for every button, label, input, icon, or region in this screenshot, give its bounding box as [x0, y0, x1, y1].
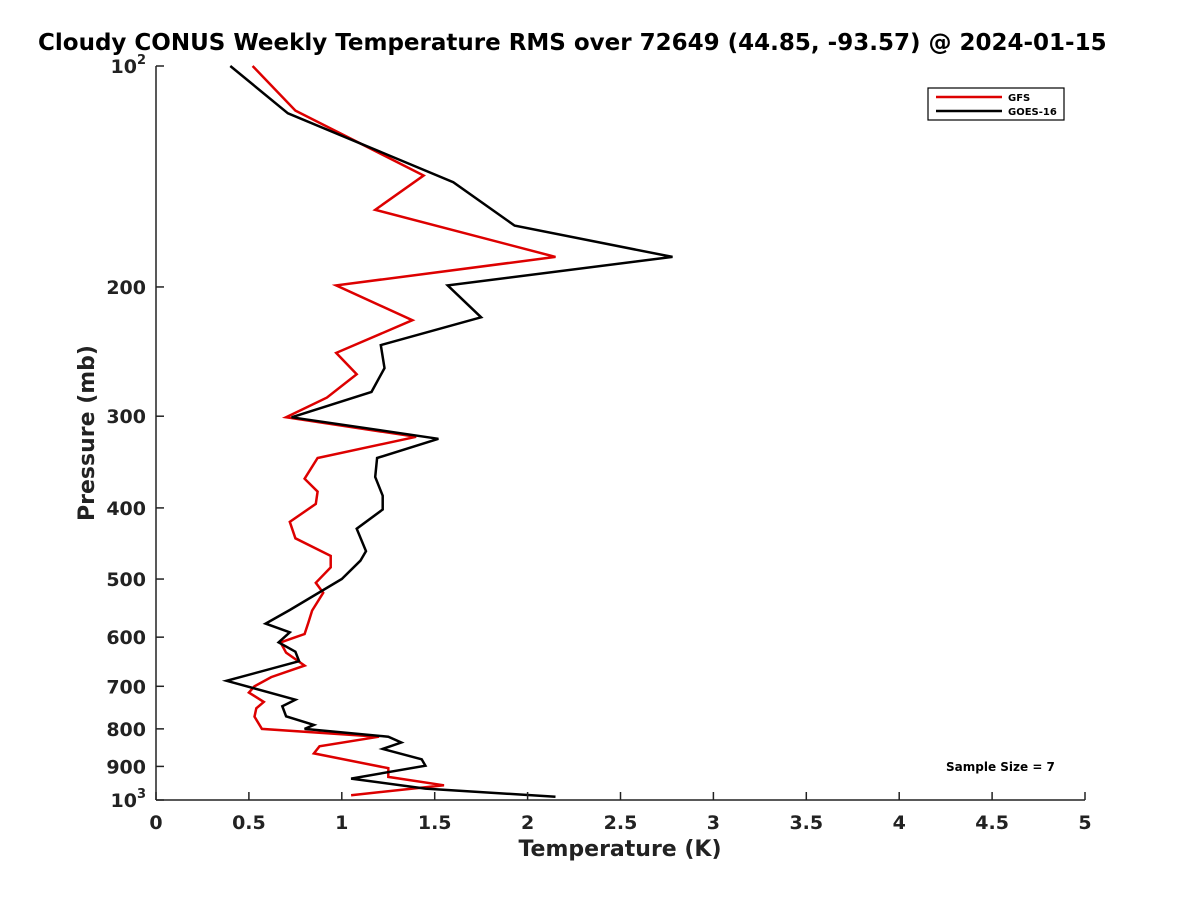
- chart-title: Cloudy CONUS Weekly Temperature RMS over…: [38, 30, 1107, 56]
- y-tick-label: 200: [106, 277, 146, 299]
- y-tick-label: 103: [111, 787, 147, 812]
- x-tick-label: 1: [335, 812, 348, 834]
- x-tick-label: 4.5: [975, 812, 1009, 834]
- y-tick-label: 800: [106, 719, 146, 741]
- y-tick-label: 700: [106, 676, 146, 698]
- x-tick-label: 5: [1078, 812, 1091, 834]
- sample-size-annotation: Sample Size = 7: [946, 760, 1055, 774]
- y-tick-label: 300: [106, 406, 146, 428]
- x-tick-label: 0: [149, 812, 162, 834]
- legend-label-goes-16: GOES-16: [1008, 107, 1057, 118]
- axes: [155, 66, 1085, 801]
- y-tick-label: 102: [111, 53, 147, 78]
- y-tick-label: 600: [106, 627, 146, 649]
- legend: GFS GOES-16: [927, 87, 1065, 121]
- x-axis-label: Temperature (K): [518, 837, 721, 862]
- x-tick-label: 3: [707, 812, 720, 834]
- x-tick-label: 0.5: [232, 812, 266, 834]
- y-tick-label: 400: [106, 498, 146, 520]
- y-axis-label: Pressure (mb): [75, 345, 100, 521]
- x-tick-label: 1.5: [418, 812, 452, 834]
- y-tick-label: 500: [106, 569, 146, 591]
- series-line-goes-16: [221, 65, 673, 799]
- x-tick-label: 4: [893, 812, 906, 834]
- x-tick-label: 3.5: [789, 812, 823, 834]
- ticks: 0 0.5 1 1.5 2 2.5 3 3.5 4 4.5 5 102 200 300 400 500 600 7…: [106, 53, 1091, 834]
- series-lines: [221, 65, 673, 799]
- series-line-gfs: [246, 65, 556, 797]
- x-tick-label: 2.5: [604, 812, 638, 834]
- y-tick-label: 900: [106, 756, 146, 778]
- x-tick-label: 2: [521, 812, 534, 834]
- legend-box: [927, 87, 1065, 121]
- legend-label-gfs: GFS: [1008, 93, 1030, 104]
